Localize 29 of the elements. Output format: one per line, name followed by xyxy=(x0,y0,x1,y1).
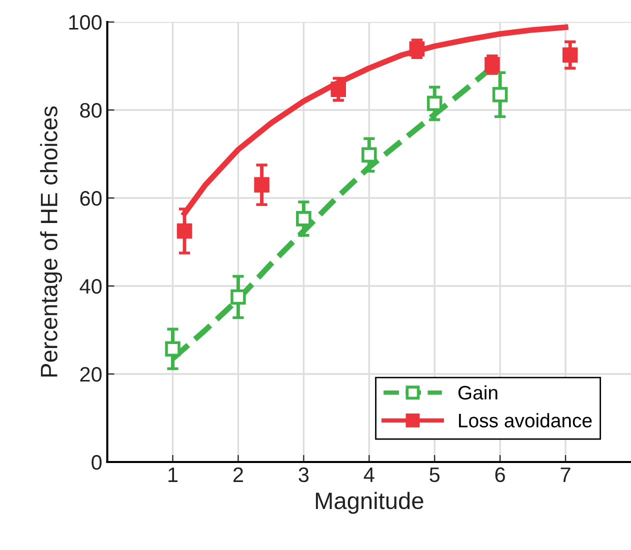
point xyxy=(492,86,508,102)
y-tick-label: 100 xyxy=(69,15,102,30)
x-tick-label: 3 xyxy=(298,467,309,482)
y-tick-label: 20 xyxy=(80,367,102,382)
y-tick-label: 0 xyxy=(92,455,102,470)
point xyxy=(165,341,180,357)
point xyxy=(409,41,425,56)
point xyxy=(176,223,192,239)
y-tick-label: 40 xyxy=(80,279,102,294)
point xyxy=(361,147,377,163)
point xyxy=(254,177,270,192)
point xyxy=(330,82,346,97)
point xyxy=(484,57,500,72)
point xyxy=(562,47,578,63)
x-tick-label: 1 xyxy=(168,468,178,482)
x-tick-label: 4 xyxy=(364,468,374,482)
point xyxy=(296,211,312,226)
x-tick-label: 5 xyxy=(430,468,440,482)
legend-label: Loss avoidance xyxy=(459,413,592,428)
x-tick-label: 2 xyxy=(233,467,243,482)
x-axis-title: Magnitude xyxy=(316,492,424,514)
legend-label: Gain xyxy=(458,385,498,400)
y-tick-label: 80 xyxy=(80,103,102,118)
point xyxy=(426,96,442,112)
y-axis-title: Percentage of HE choices xyxy=(40,106,62,377)
x-tick-label: 6 xyxy=(495,467,505,482)
y-tick-label: 60 xyxy=(80,191,102,206)
point xyxy=(230,289,246,305)
x-tick-label: 7 xyxy=(560,468,570,482)
